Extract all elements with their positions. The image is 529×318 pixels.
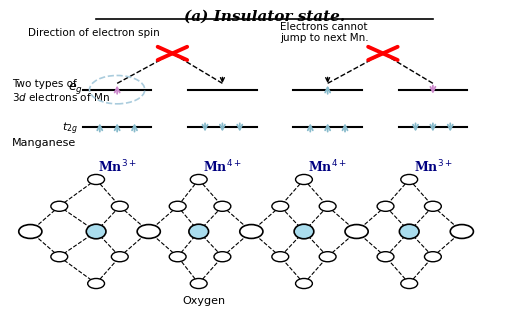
Circle shape: [88, 279, 105, 288]
Circle shape: [401, 279, 417, 288]
Ellipse shape: [86, 224, 106, 239]
Circle shape: [296, 175, 313, 184]
Circle shape: [272, 252, 289, 262]
Circle shape: [424, 201, 441, 211]
Circle shape: [169, 201, 186, 211]
Text: $e_{g}$: $e_{g}$: [68, 80, 83, 96]
Circle shape: [345, 225, 368, 238]
Ellipse shape: [294, 224, 314, 239]
Circle shape: [51, 201, 68, 211]
Text: (a) Insulator state.: (a) Insulator state.: [184, 9, 345, 23]
Ellipse shape: [399, 224, 419, 239]
Text: Mn$^{4+}$: Mn$^{4+}$: [308, 159, 347, 176]
Circle shape: [112, 252, 128, 262]
Circle shape: [137, 225, 160, 238]
Circle shape: [19, 225, 42, 238]
Circle shape: [450, 225, 473, 238]
Ellipse shape: [189, 224, 208, 239]
Text: Mn$^{3+}$: Mn$^{3+}$: [414, 159, 452, 176]
Text: Two types of
$3d$ electrons of Mn: Two types of $3d$ electrons of Mn: [12, 79, 110, 103]
Circle shape: [424, 252, 441, 262]
Text: Direction of electron spin: Direction of electron spin: [28, 28, 159, 38]
Circle shape: [190, 175, 207, 184]
Circle shape: [88, 175, 105, 184]
Circle shape: [377, 252, 394, 262]
Circle shape: [214, 252, 231, 262]
Circle shape: [112, 201, 128, 211]
Text: Oxygen: Oxygen: [183, 295, 225, 306]
Text: Mn$^{3+}$: Mn$^{3+}$: [98, 159, 136, 176]
Circle shape: [272, 201, 289, 211]
Circle shape: [401, 175, 417, 184]
Circle shape: [319, 252, 336, 262]
Circle shape: [169, 252, 186, 262]
Circle shape: [190, 279, 207, 288]
Circle shape: [319, 201, 336, 211]
Circle shape: [296, 279, 313, 288]
Text: Electrons cannot
jump to next Mn.: Electrons cannot jump to next Mn.: [280, 22, 369, 44]
Circle shape: [51, 252, 68, 262]
Circle shape: [214, 201, 231, 211]
Circle shape: [377, 201, 394, 211]
Text: Manganese: Manganese: [12, 138, 76, 148]
Text: $t_{2g}$: $t_{2g}$: [62, 121, 78, 137]
Text: Mn$^{4+}$: Mn$^{4+}$: [203, 159, 242, 176]
Circle shape: [240, 225, 263, 238]
